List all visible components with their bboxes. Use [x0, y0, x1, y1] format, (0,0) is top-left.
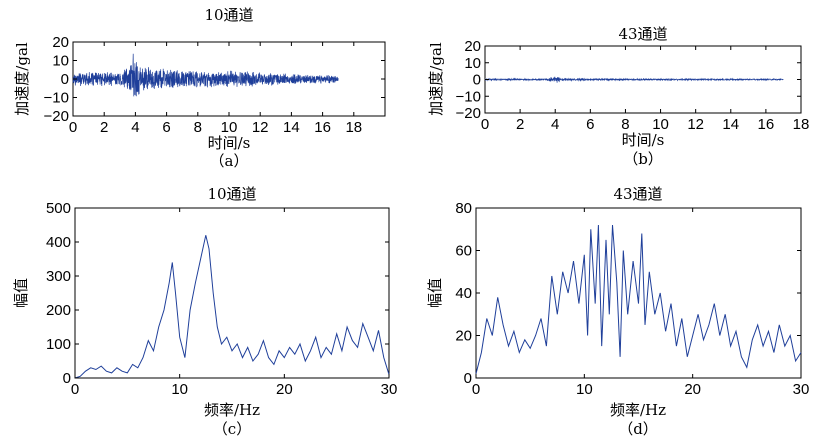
x-tick-label: 12: [687, 116, 704, 133]
x-tick-label: 14: [283, 119, 300, 136]
y-tick-label: 10: [52, 53, 69, 70]
y-tick-label: 0: [63, 370, 71, 387]
y-tick-label: −20: [456, 105, 481, 122]
panel-b-ylabel: 加速度/gal: [427, 42, 445, 116]
panel-c-xlabel: 频率/Hz: [204, 401, 260, 419]
panel-c-title: 10通道: [207, 185, 256, 203]
chart-panel-d: 43通道 0 10 20 30 0 20 40 60 80 频率/Hz 幅值 （d）: [426, 185, 809, 438]
panel-b-title: 43通道: [618, 25, 667, 43]
x-tick-label: 10: [576, 381, 593, 398]
x-tick-label: 2: [516, 116, 524, 133]
panel-c-plot: [74, 235, 390, 379]
x-tick-label: 12: [252, 119, 269, 136]
y-tick-label: 10: [464, 55, 481, 72]
x-tick-label: 18: [793, 116, 810, 133]
panel-a-caption: （a）: [210, 152, 249, 170]
panel-b-plot: [484, 76, 784, 83]
x-tick-label: 14: [722, 116, 739, 133]
y-tick-label: −20: [44, 108, 69, 125]
panel-a-xticks: 0 2 4 6 8 10 12 14 16 18: [69, 42, 362, 136]
series-line: [72, 53, 339, 97]
panel-d-xticks: 0 10 20 30: [472, 208, 810, 398]
x-tick-label: 8: [194, 119, 202, 136]
x-tick-label: 4: [131, 119, 139, 136]
y-tick-label: 20: [464, 38, 481, 55]
series-line: [74, 235, 390, 379]
panel-a-yticks: −20−10 010 20: [44, 34, 385, 125]
panel-a-xlabel: 时间/s: [208, 134, 251, 152]
panel-c-ylabel: 幅值: [12, 278, 30, 308]
x-tick-label: 0: [71, 381, 79, 398]
y-tick-label: 500: [46, 200, 71, 217]
y-tick-label: 0: [473, 72, 481, 89]
panel-d-caption: （d）: [618, 420, 658, 438]
panel-a-plot: [72, 53, 339, 97]
panel-a-ylabel: 加速度/gal: [13, 42, 31, 116]
x-tick-label: 10: [221, 119, 238, 136]
panel-b-caption: （b）: [623, 150, 663, 168]
x-tick-label: 30: [381, 381, 398, 398]
y-tick-label: 20: [52, 34, 69, 51]
y-tick-label: 20: [455, 328, 472, 345]
x-tick-label: 20: [684, 381, 701, 398]
panel-d-xlabel: 频率/Hz: [610, 401, 666, 419]
x-tick-label: 4: [551, 116, 559, 133]
series-line: [484, 76, 784, 83]
panel-d-ylabel: 幅值: [426, 278, 444, 308]
panel-c-yticks: 0 100 200 300 400 500: [46, 200, 389, 387]
x-tick-label: 8: [621, 116, 629, 133]
x-tick-label: 0: [481, 116, 489, 133]
panel-c-xticks: 0 10 20 30: [71, 208, 398, 398]
x-tick-label: 30: [793, 381, 810, 398]
panel-a-title: 10通道: [204, 6, 253, 24]
x-tick-label: 0: [472, 381, 480, 398]
y-tick-label: 40: [455, 285, 472, 302]
y-tick-label: 400: [46, 234, 71, 251]
x-tick-label: 2: [100, 119, 108, 136]
panel-d-yticks: 0 20 40 60 80: [455, 200, 801, 387]
y-tick-label: 80: [455, 200, 472, 217]
panel-c-caption: （c）: [213, 420, 251, 438]
x-tick-label: 10: [652, 116, 669, 133]
x-tick-label: 18: [345, 119, 362, 136]
x-tick-label: 6: [586, 116, 594, 133]
series-line: [475, 224, 802, 374]
x-tick-label: 16: [314, 119, 331, 136]
y-tick-label: 100: [46, 336, 71, 353]
y-tick-label: 300: [46, 268, 71, 285]
x-tick-label: 10: [171, 381, 188, 398]
y-tick-label: −10: [456, 88, 481, 105]
x-tick-label: 0: [69, 119, 77, 136]
y-tick-label: 0: [464, 370, 472, 387]
x-tick-label: 20: [276, 381, 293, 398]
y-tick-label: 60: [455, 243, 472, 260]
y-tick-label: 0: [61, 71, 69, 88]
y-tick-label: −10: [44, 90, 69, 107]
x-tick-label: 16: [758, 116, 775, 133]
panel-b-xlabel: 时间/s: [622, 131, 665, 149]
panel-b-xticks: 0 2 4 6 8 10 12 14 16 18: [481, 46, 810, 133]
y-tick-label: 200: [46, 302, 71, 319]
chart-panel-c: 10通道 0 10 20 30 0 100 200 300 400 500 频率/Hz 幅值 （…: [12, 185, 397, 438]
panel-d-title: 43通道: [613, 185, 662, 203]
panel-d-plot: [475, 224, 802, 374]
x-tick-label: 6: [162, 119, 170, 136]
